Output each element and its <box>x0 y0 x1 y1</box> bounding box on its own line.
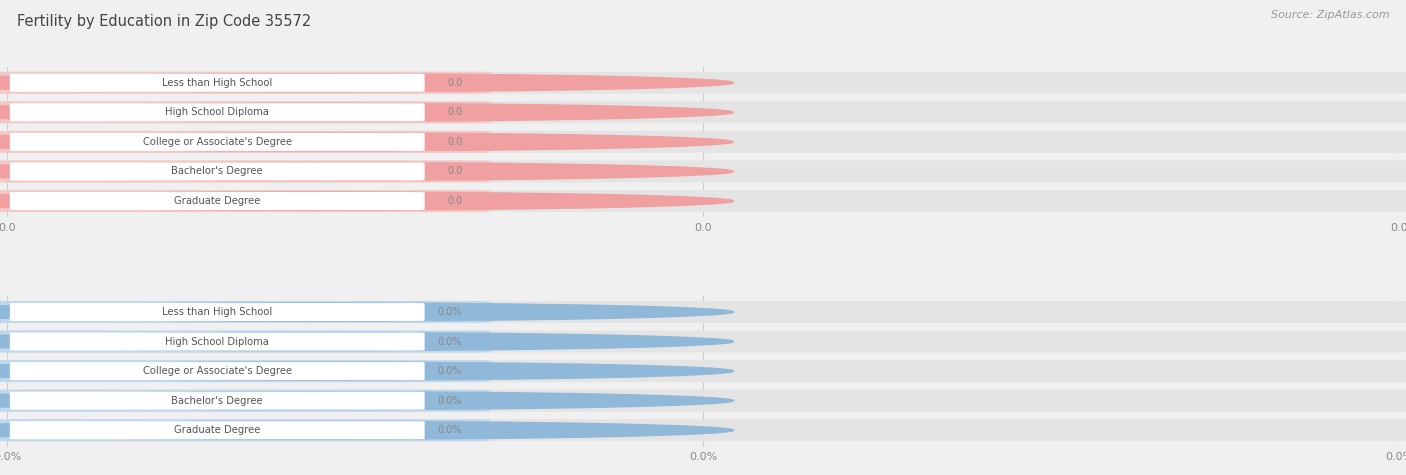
FancyBboxPatch shape <box>0 161 491 182</box>
Text: Less than High School: Less than High School <box>162 307 273 317</box>
FancyBboxPatch shape <box>10 192 425 210</box>
FancyBboxPatch shape <box>0 101 1406 124</box>
Circle shape <box>0 103 734 122</box>
Text: 0.0%: 0.0% <box>437 336 463 347</box>
Text: 0.0%: 0.0% <box>437 425 463 435</box>
Text: College or Associate's Degree: College or Associate's Degree <box>142 366 292 376</box>
Circle shape <box>0 421 734 439</box>
Text: Fertility by Education in Zip Code 35572: Fertility by Education in Zip Code 35572 <box>17 14 311 29</box>
FancyBboxPatch shape <box>10 162 425 180</box>
FancyBboxPatch shape <box>0 131 491 153</box>
Circle shape <box>0 133 734 151</box>
FancyBboxPatch shape <box>10 332 425 351</box>
FancyBboxPatch shape <box>0 190 1406 212</box>
Text: Graduate Degree: Graduate Degree <box>174 196 260 206</box>
Text: Graduate Degree: Graduate Degree <box>174 425 260 435</box>
FancyBboxPatch shape <box>0 161 1406 182</box>
Text: College or Associate's Degree: College or Associate's Degree <box>142 137 292 147</box>
Circle shape <box>0 303 734 321</box>
Text: Source: ZipAtlas.com: Source: ZipAtlas.com <box>1271 10 1389 19</box>
FancyBboxPatch shape <box>10 362 425 380</box>
FancyBboxPatch shape <box>0 390 491 412</box>
FancyBboxPatch shape <box>0 390 1406 412</box>
Circle shape <box>0 192 734 210</box>
FancyBboxPatch shape <box>10 421 425 439</box>
Text: High School Diploma: High School Diploma <box>166 107 269 117</box>
Text: 0.0: 0.0 <box>447 107 463 117</box>
Text: Bachelor's Degree: Bachelor's Degree <box>172 166 263 177</box>
FancyBboxPatch shape <box>0 360 491 382</box>
Text: 0.0%: 0.0% <box>437 396 463 406</box>
Text: High School Diploma: High School Diploma <box>166 336 269 347</box>
Text: 0.0: 0.0 <box>447 196 463 206</box>
FancyBboxPatch shape <box>0 301 491 323</box>
FancyBboxPatch shape <box>10 133 425 151</box>
Text: Less than High School: Less than High School <box>162 78 273 88</box>
Circle shape <box>0 162 734 180</box>
Circle shape <box>0 332 734 351</box>
FancyBboxPatch shape <box>0 190 491 212</box>
Text: 0.0: 0.0 <box>447 78 463 88</box>
FancyBboxPatch shape <box>0 419 491 441</box>
Text: 0.0%: 0.0% <box>437 307 463 317</box>
FancyBboxPatch shape <box>10 103 425 121</box>
FancyBboxPatch shape <box>0 131 1406 153</box>
Text: 0.0%: 0.0% <box>437 366 463 376</box>
Text: 0.0: 0.0 <box>447 137 463 147</box>
FancyBboxPatch shape <box>0 360 1406 382</box>
FancyBboxPatch shape <box>0 72 491 94</box>
Circle shape <box>0 391 734 410</box>
FancyBboxPatch shape <box>10 303 425 321</box>
FancyBboxPatch shape <box>0 72 1406 94</box>
FancyBboxPatch shape <box>0 301 1406 323</box>
FancyBboxPatch shape <box>0 331 491 352</box>
FancyBboxPatch shape <box>0 419 1406 441</box>
Circle shape <box>0 74 734 92</box>
FancyBboxPatch shape <box>10 74 425 92</box>
Text: Bachelor's Degree: Bachelor's Degree <box>172 396 263 406</box>
FancyBboxPatch shape <box>0 101 491 124</box>
Circle shape <box>0 362 734 380</box>
Text: 0.0: 0.0 <box>447 166 463 177</box>
FancyBboxPatch shape <box>10 392 425 410</box>
FancyBboxPatch shape <box>0 331 1406 352</box>
